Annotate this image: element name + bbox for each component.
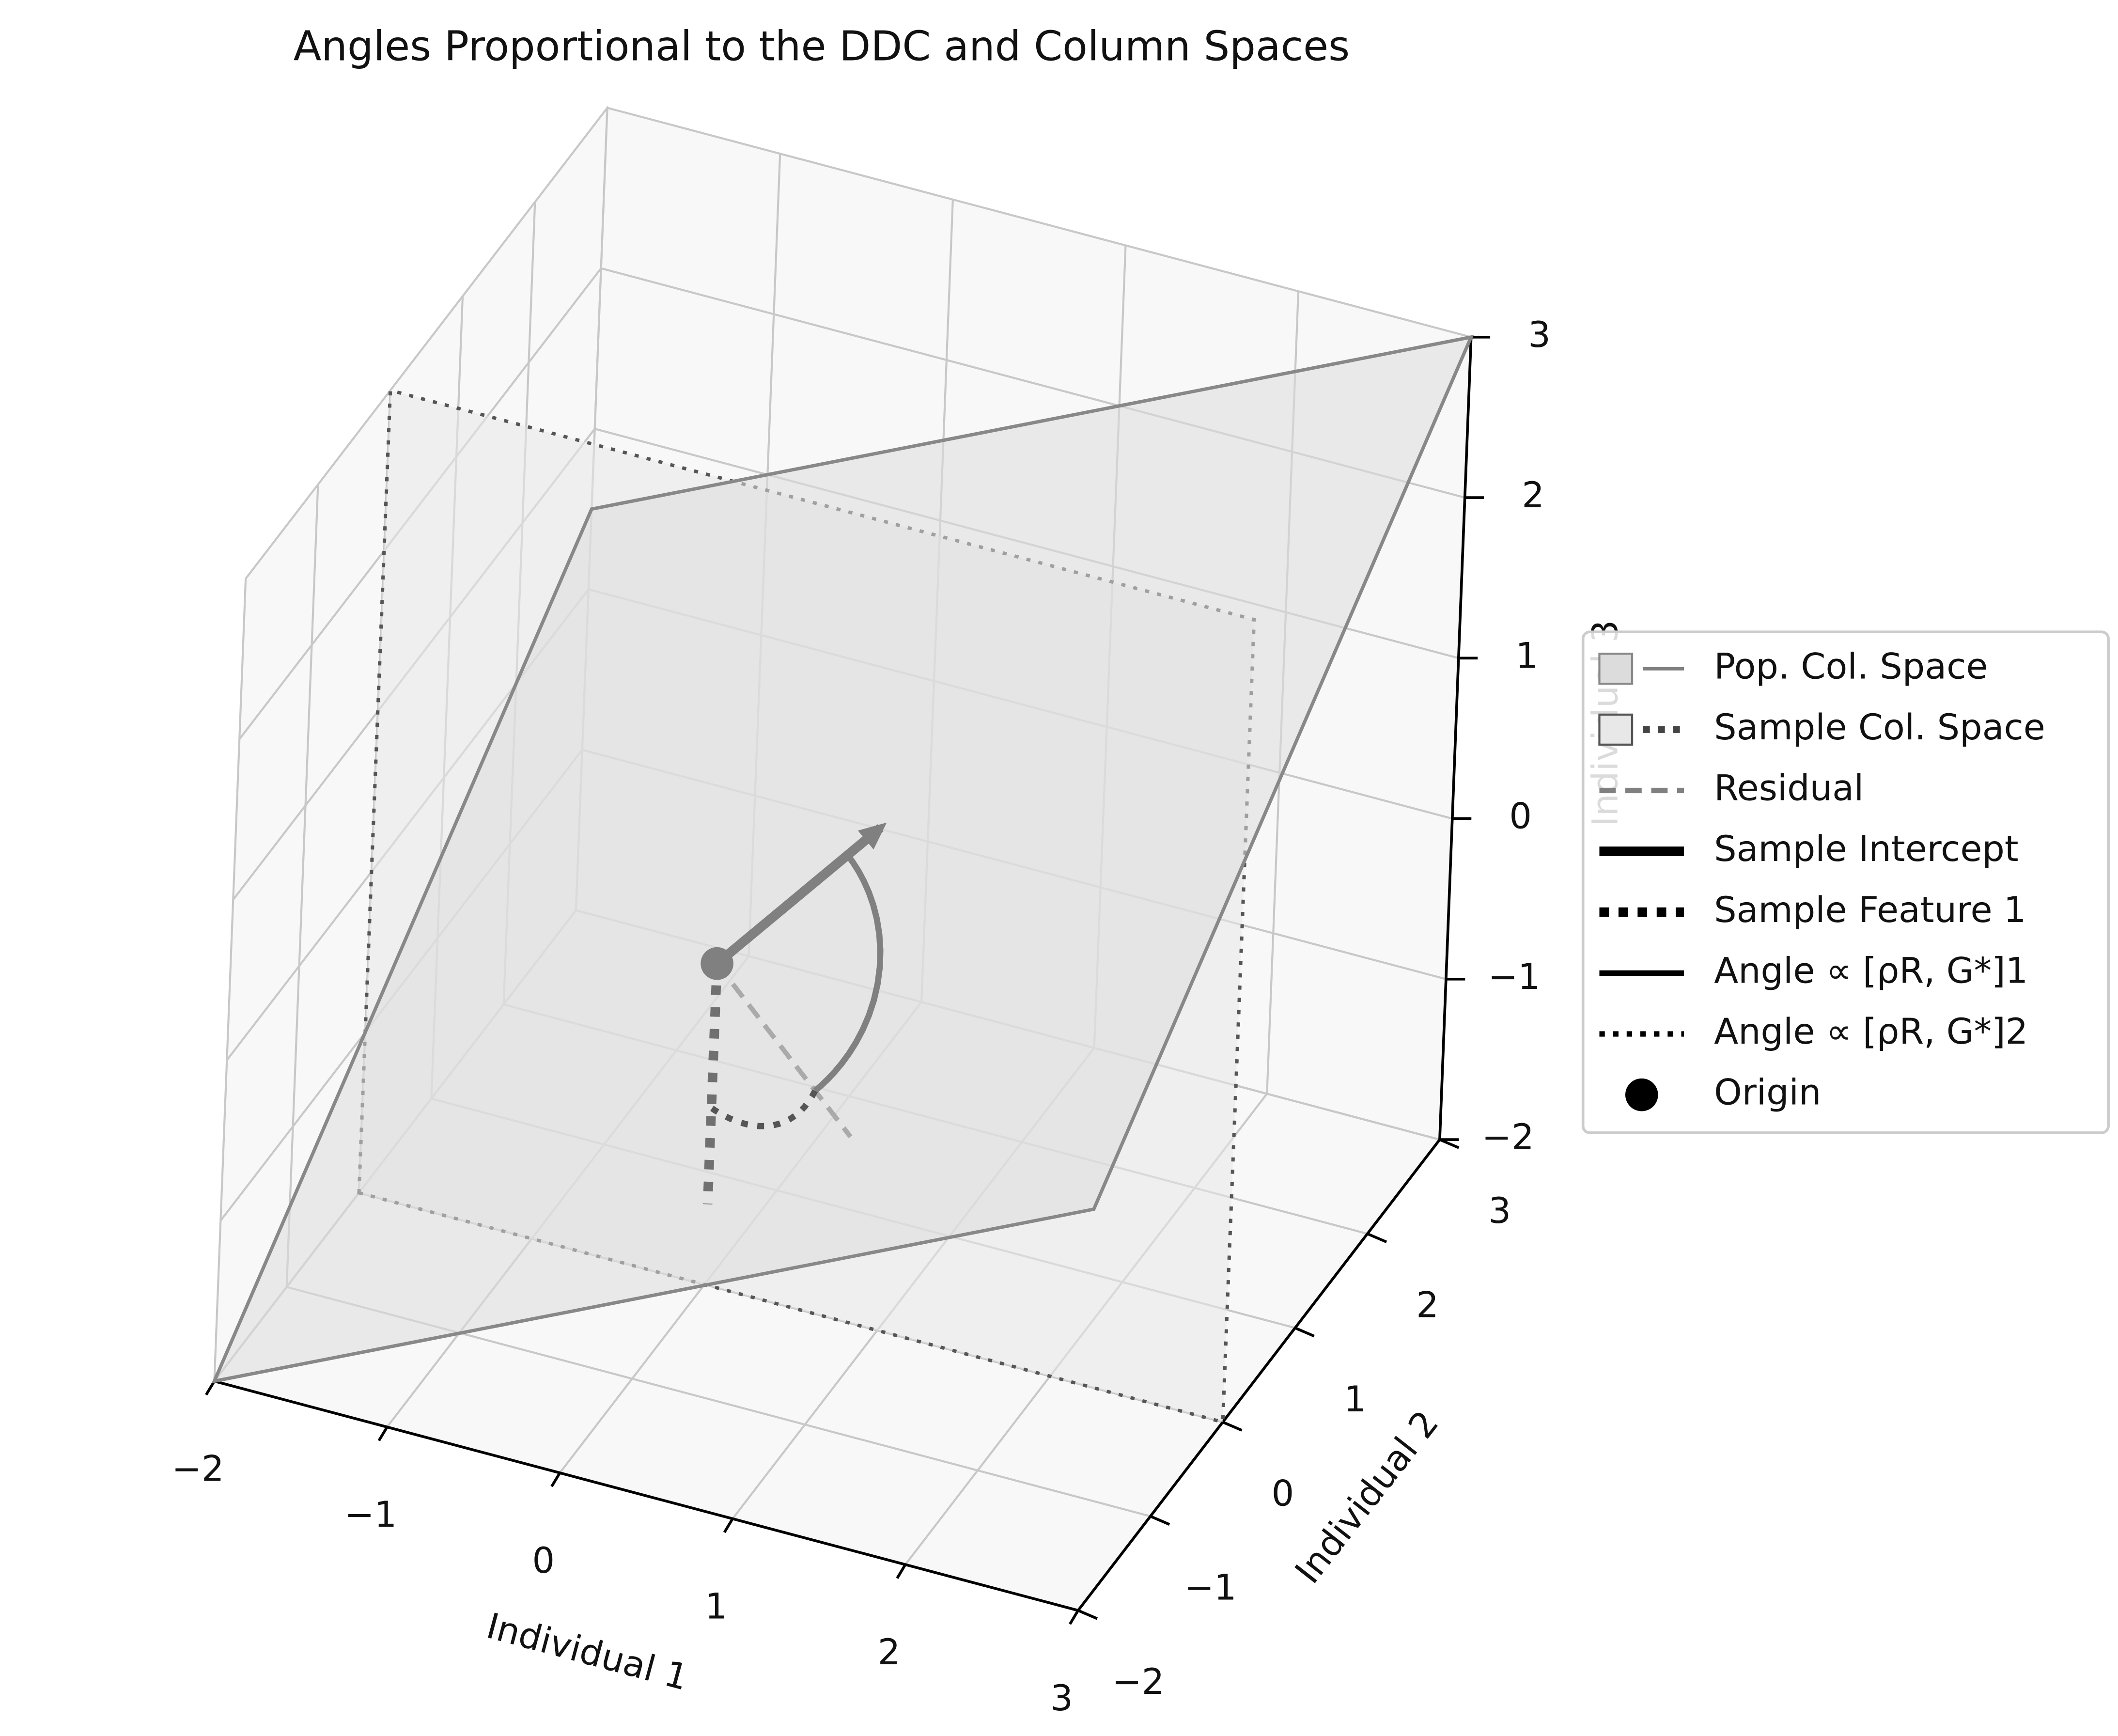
grid-line bbox=[245, 107, 608, 579]
angle-arc bbox=[813, 853, 884, 1094]
z-tick-label: 3 bbox=[1528, 314, 1551, 356]
y-tick-label: −2 bbox=[1112, 1661, 1164, 1703]
x-tick-label: −1 bbox=[344, 1494, 397, 1535]
legend-label: Angle ∝ [ρR, G*]2 bbox=[1714, 1011, 2028, 1052]
x-tick bbox=[550, 1472, 561, 1487]
angle-arc bbox=[709, 1089, 818, 1129]
y-tick bbox=[1222, 1421, 1243, 1432]
y-tick bbox=[1294, 1327, 1315, 1338]
grid-line bbox=[285, 484, 319, 1287]
z-tick-label: 2 bbox=[1522, 475, 1544, 516]
x-tick bbox=[377, 1426, 389, 1441]
z-tick-label: −1 bbox=[1488, 956, 1541, 998]
legend-label: Origin bbox=[1714, 1072, 1821, 1113]
y-tick bbox=[1367, 1232, 1387, 1243]
y-tick-label: 1 bbox=[1344, 1379, 1367, 1420]
legend-marker bbox=[1625, 1078, 1658, 1111]
legend-label: Angle ∝ [ρR, G*]1 bbox=[1714, 950, 2028, 991]
legend-label: Sample Col. Space bbox=[1714, 707, 2045, 748]
x-tick bbox=[1069, 1610, 1079, 1625]
legend-label: Sample Intercept bbox=[1714, 829, 2019, 870]
chart-title: Angles Proportional to the DDC and Colum… bbox=[294, 22, 1350, 70]
y-tick bbox=[1150, 1515, 1170, 1526]
x-tick-label: 0 bbox=[532, 1540, 555, 1581]
legend-label: Residual bbox=[1714, 768, 1864, 809]
legend-label: Pop. Col. Space bbox=[1714, 646, 1988, 687]
z-axis bbox=[1438, 337, 1473, 1140]
legend-box bbox=[1581, 630, 2110, 1134]
z-tick-label: −2 bbox=[1482, 1117, 1534, 1158]
vector bbox=[714, 824, 884, 968]
y-tick bbox=[1077, 1609, 1098, 1620]
y-tick-label: −1 bbox=[1184, 1567, 1237, 1609]
y-tick-label: 0 bbox=[1272, 1473, 1294, 1514]
x-tick-label: −2 bbox=[172, 1449, 224, 1490]
vector bbox=[702, 963, 722, 1204]
legend-patch bbox=[1598, 713, 1634, 746]
x-tick bbox=[205, 1380, 216, 1396]
grid-line bbox=[607, 107, 1472, 338]
origin-point bbox=[701, 947, 733, 980]
y-tick-label: 3 bbox=[1489, 1190, 1511, 1232]
y-tick-label: 2 bbox=[1416, 1285, 1439, 1326]
x-tick bbox=[896, 1564, 907, 1579]
arrowhead bbox=[857, 822, 887, 850]
legend-label: Sample Feature 1 bbox=[1714, 890, 2026, 931]
grid-line bbox=[213, 579, 247, 1381]
y-axis bbox=[1077, 1139, 1441, 1611]
z-tick-label: 1 bbox=[1515, 635, 1538, 676]
x-tick-label: 2 bbox=[878, 1632, 901, 1673]
x-tick-label: 1 bbox=[705, 1586, 728, 1627]
x-tick bbox=[723, 1518, 734, 1533]
x-axis-label: Individual 1 bbox=[483, 1605, 693, 1698]
x-axis bbox=[214, 1379, 1079, 1612]
x-tick-label: 3 bbox=[1050, 1678, 1073, 1719]
legend-patch bbox=[1598, 653, 1634, 685]
vector bbox=[715, 962, 853, 1139]
z-tick-label: 0 bbox=[1509, 796, 1532, 837]
y-axis-label: Individual 2 bbox=[1287, 1403, 1447, 1591]
